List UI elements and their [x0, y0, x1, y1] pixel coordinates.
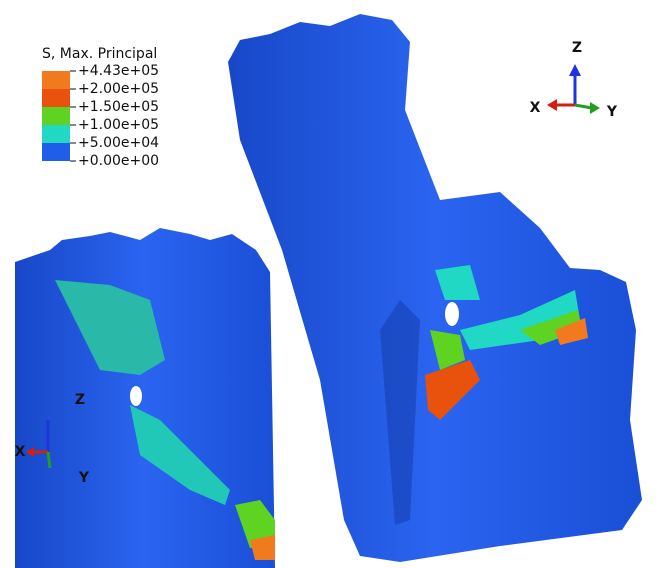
legend-label: +1.00e+05	[78, 117, 159, 133]
legend-label: +4.43e+05	[78, 63, 159, 79]
legend-label: +5.00e+04	[78, 135, 159, 151]
x-arrow	[26, 447, 34, 457]
legend-label: +1.50e+05	[78, 99, 159, 115]
legend-swatch	[42, 89, 70, 107]
axis-label: Y	[606, 104, 618, 120]
model-main	[228, 14, 642, 562]
stress-green	[520, 310, 582, 345]
inset-body	[15, 228, 275, 568]
stress-green	[430, 330, 465, 370]
hole	[130, 386, 142, 406]
z-arrow	[569, 64, 581, 76]
axis-label: Y	[78, 470, 90, 486]
stress-cyan	[435, 265, 480, 300]
legend-swatch	[42, 71, 70, 89]
axis-label: Z	[572, 40, 582, 56]
legend-swatch	[42, 107, 70, 125]
y-arrow	[590, 102, 600, 114]
axis-label: X	[530, 100, 541, 116]
model-inset	[15, 228, 275, 568]
y-axis	[46, 451, 52, 469]
legend-swatch	[42, 143, 70, 161]
model-shadow	[380, 300, 420, 525]
stress-green	[235, 500, 275, 548]
model-body	[228, 14, 642, 562]
stress-cyan	[130, 405, 230, 505]
triad: Z X Y	[15, 392, 90, 486]
legend-label: +2.00e+05	[78, 81, 159, 97]
legend-title: S, Max. Principal	[42, 46, 157, 62]
legend-swatch	[42, 125, 70, 143]
triad: Z X Y	[530, 40, 618, 120]
hole	[445, 302, 459, 326]
axis-label: X	[15, 444, 26, 460]
legend: +4.43e+05 +2.00e+05 +1.50e+05 +1.00e+05 +5.0…	[42, 63, 159, 169]
axis-label: Z	[75, 392, 85, 408]
legend-label: +0.00e+00	[78, 153, 159, 169]
y-axis	[574, 103, 593, 110]
stress-cyan	[55, 280, 165, 375]
stress-orange	[425, 360, 480, 420]
stress-orange	[555, 318, 588, 345]
stress-orange	[250, 535, 275, 560]
x-arrow	[547, 99, 557, 111]
